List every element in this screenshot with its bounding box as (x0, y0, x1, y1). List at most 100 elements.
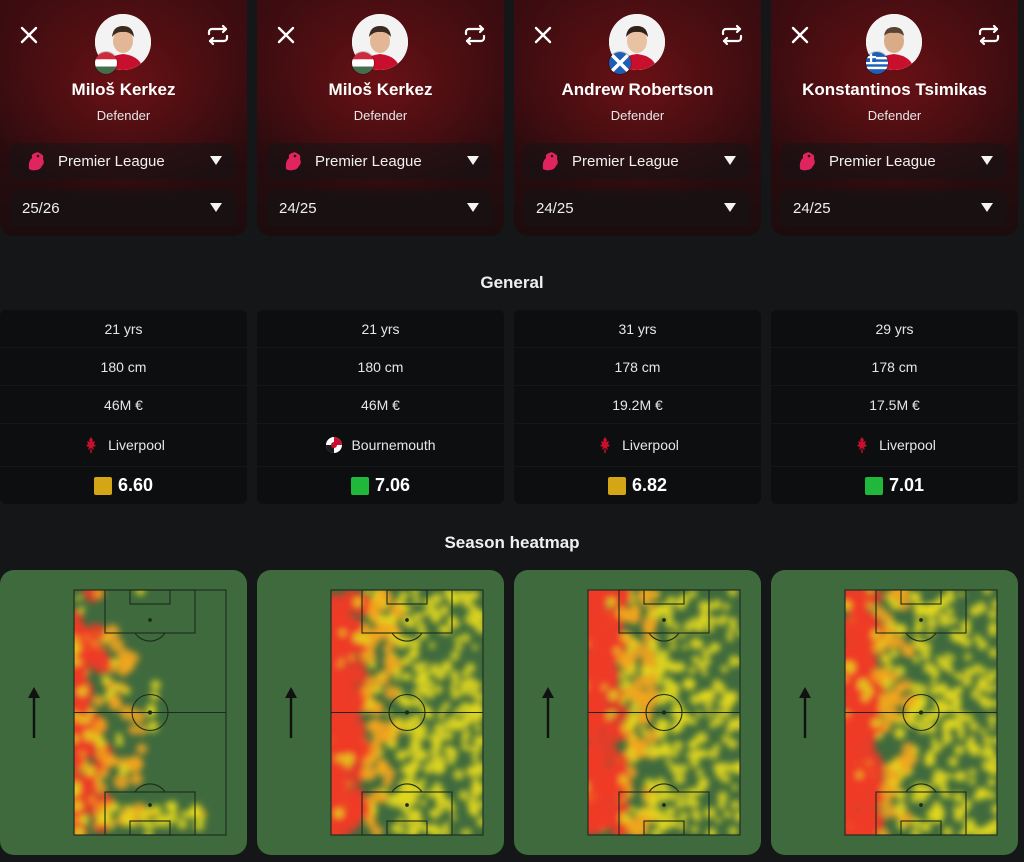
player-position: Defender (610, 108, 665, 123)
club-cell[interactable]: Liverpool (0, 424, 247, 466)
club-cell[interactable]: Bournemouth (257, 424, 504, 466)
pitch-lines (844, 589, 998, 836)
heatmap-4 (771, 570, 1018, 855)
player-name: Konstantinos Tsimikas (802, 80, 987, 99)
pitch-lines (587, 589, 741, 836)
heatmap-section-title: Season heatmap (444, 533, 580, 552)
rating-indicator (93, 476, 112, 495)
swap-icon[interactable] (719, 22, 745, 48)
heatmap-pitch (285, 589, 484, 836)
heatmap-density (331, 590, 483, 835)
player-card-2: Miloš Kerkez Defender Premier League 24/… (257, 0, 504, 236)
attack-direction-arrow-icon (285, 687, 297, 738)
player-card-4: Konstantinos Tsimikas Defender Premier L… (771, 0, 1018, 236)
league-label: Premier League (315, 152, 422, 170)
heatmap-1 (0, 570, 247, 855)
chevron-down-icon (724, 203, 736, 212)
attack-direction-arrow-icon (799, 687, 811, 738)
market-value-cell: 46M € (257, 386, 504, 423)
heatmap-pitch (542, 589, 741, 836)
rating-value: 6.60 (117, 475, 154, 495)
attack-direction-arrow-icon (28, 687, 40, 738)
bournemouth-crest-icon (325, 436, 343, 454)
age-cell: 29 yrs (771, 310, 1018, 347)
player-position: Defender (96, 108, 151, 123)
general-section-title: General (480, 273, 544, 292)
age-cell: 31 yrs (514, 310, 761, 347)
premier-league-icon (22, 147, 50, 175)
heatmap-pitch (28, 589, 227, 836)
premier-league-icon (279, 147, 307, 175)
player-name: Miloš Kerkez (71, 80, 176, 99)
close-icon[interactable] (530, 22, 556, 48)
league-label: Premier League (572, 152, 679, 170)
rating-value: 7.06 (374, 475, 411, 495)
pitch-lines (73, 589, 227, 836)
club-name: Liverpool (879, 437, 936, 453)
market-value-cell: 19.2M € (514, 386, 761, 423)
season-select[interactable]: 25/26 (10, 190, 236, 226)
heatmap-density (588, 590, 740, 835)
rating-value: 7.01 (888, 475, 925, 495)
player-position: Defender (867, 108, 922, 123)
rating-indicator (350, 476, 369, 495)
chevron-down-icon (724, 156, 736, 165)
season-select[interactable]: 24/25 (524, 190, 750, 226)
swap-icon[interactable] (205, 22, 231, 48)
season-select[interactable]: 24/25 (267, 190, 493, 226)
club-name: Liverpool (108, 437, 165, 453)
chevron-down-icon (467, 156, 479, 165)
chevron-down-icon (467, 203, 479, 212)
rating-value: 6.82 (631, 475, 668, 495)
season-label: 24/25 (279, 199, 317, 217)
player-cards: Miloš Kerkez Defender Premier League 25/… (0, 0, 1024, 236)
rating-cell: 6.82 (514, 467, 761, 504)
season-label: 24/25 (536, 199, 574, 217)
heatmap-pitch (799, 589, 998, 836)
season-label: 25/26 (22, 199, 60, 217)
league-label: Premier League (58, 152, 165, 170)
league-select[interactable]: Premier League (781, 143, 1007, 179)
rating-cell: 6.60 (0, 467, 247, 504)
general-column-1: 21 yrs 180 cm 46M € Liverpool 6.60 (0, 310, 247, 504)
heatmap-3 (514, 570, 761, 855)
liverpool-crest-icon (853, 436, 871, 454)
swap-icon[interactable] (976, 22, 1002, 48)
club-name: Bournemouth (351, 437, 436, 453)
height-cell: 180 cm (257, 348, 504, 385)
close-icon[interactable] (16, 22, 42, 48)
pitch-lines (330, 589, 484, 836)
league-select[interactable]: Premier League (10, 143, 236, 179)
player-position: Defender (353, 108, 408, 123)
close-icon[interactable] (273, 22, 299, 48)
chevron-down-icon (981, 156, 993, 165)
chevron-down-icon (210, 156, 222, 165)
premier-league-icon (793, 147, 821, 175)
swap-icon[interactable] (462, 22, 488, 48)
chevron-down-icon (210, 203, 222, 212)
league-select[interactable]: Premier League (267, 143, 493, 179)
greece-flag (865, 51, 889, 75)
close-icon[interactable] (787, 22, 813, 48)
heatmap-density (74, 590, 207, 835)
club-cell[interactable]: Liverpool (771, 424, 1018, 466)
height-cell: 178 cm (514, 348, 761, 385)
heatmap-2 (257, 570, 504, 855)
season-label: 24/25 (793, 199, 831, 217)
market-value-cell: 17.5M € (771, 386, 1018, 423)
player-name: Miloš Kerkez (328, 80, 433, 99)
chevron-down-icon (981, 203, 993, 212)
rating-indicator (864, 476, 883, 495)
league-select[interactable]: Premier League (524, 143, 750, 179)
rating-indicator (607, 476, 626, 495)
liverpool-crest-icon (82, 436, 100, 454)
premier-league-icon (536, 147, 564, 175)
club-cell[interactable]: Liverpool (514, 424, 761, 466)
rating-cell: 7.01 (771, 467, 1018, 504)
league-label: Premier League (829, 152, 936, 170)
attack-direction-arrow-icon (542, 687, 554, 738)
general-column-4: 29 yrs 178 cm 17.5M € Liverpool 7.01 (771, 310, 1018, 504)
heatmap-density (845, 590, 997, 835)
season-select[interactable]: 24/25 (781, 190, 1007, 226)
market-value-cell: 46M € (0, 386, 247, 423)
